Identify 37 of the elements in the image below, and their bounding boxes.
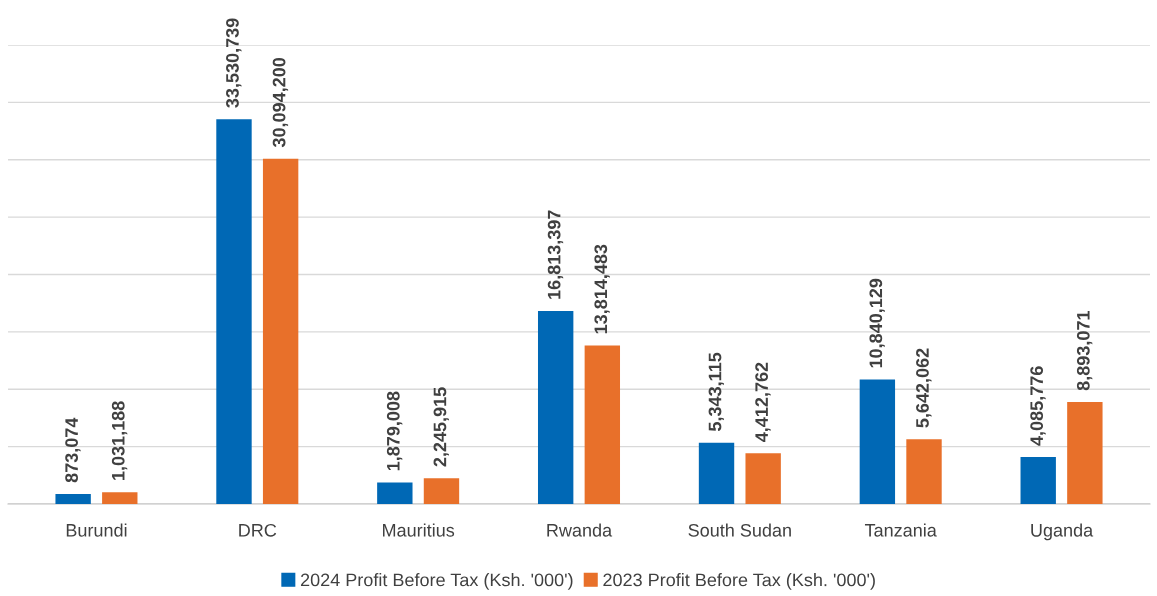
x-tick-label: South Sudan xyxy=(688,523,791,537)
bar xyxy=(423,478,460,504)
data-label: 8,893,071 xyxy=(1076,311,1093,391)
legend-label: 2024 Profit Before Tax (Ksh. '000') xyxy=(300,573,573,590)
bar xyxy=(859,379,896,504)
data-label: 4,412,762 xyxy=(755,362,771,442)
data-label: 873,074 xyxy=(65,417,81,483)
bar xyxy=(55,493,91,504)
x-tick-label: Uganda xyxy=(1031,523,1094,541)
bar xyxy=(537,311,574,504)
data-label: 16,813,397 xyxy=(547,210,564,299)
data-label: 4,085,776 xyxy=(1030,366,1046,446)
data-label: 13,814,483 xyxy=(594,244,610,334)
x-tick-label: Rwanda xyxy=(547,523,613,537)
bar xyxy=(906,439,942,504)
x-tick-label: DRC xyxy=(239,523,277,537)
data-label: 5,343,115 xyxy=(708,352,724,432)
bar xyxy=(377,482,413,504)
bar xyxy=(745,453,781,504)
data-label: 33,530,739 xyxy=(226,18,242,108)
bar xyxy=(1067,401,1103,504)
bar xyxy=(584,345,621,504)
legend-label: 2023 Profit Before Tax (Ksh. '000') xyxy=(603,573,875,590)
data-label: 30,094,200 xyxy=(272,57,289,148)
data-label: 1,031,188 xyxy=(111,401,128,480)
bar xyxy=(216,119,252,504)
x-tick-label: Burundi xyxy=(66,523,127,537)
data-label: 5,642,062 xyxy=(916,348,932,428)
data-label: 10,840,129 xyxy=(869,278,885,368)
bar xyxy=(102,492,138,504)
bar xyxy=(262,158,299,504)
data-label: 1,879,008 xyxy=(386,391,403,471)
bar xyxy=(698,442,735,504)
bar xyxy=(1020,457,1056,504)
x-tick-label: Tanzania xyxy=(864,523,937,537)
data-label: 2,245,915 xyxy=(433,387,449,467)
x-tick-label: Mauritius xyxy=(383,523,455,537)
